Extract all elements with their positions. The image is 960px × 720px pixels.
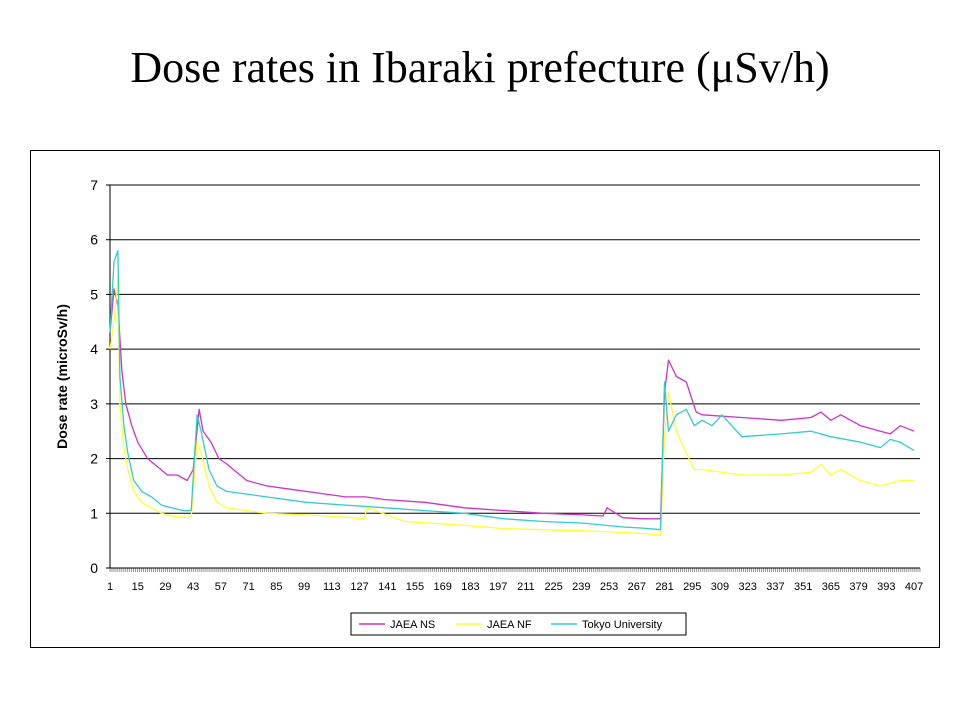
x-tick-label: 323 [739,581,757,593]
x-tick-label: 127 [350,581,368,593]
x-tick-label: 211 [517,581,535,593]
x-tick-label: 43 [187,581,199,593]
x-tick-label: 351 [794,581,812,593]
y-tick-label: 3 [90,396,98,412]
x-tick-label: 71 [243,581,255,593]
x-tick-label: 197 [489,581,507,593]
y-tick-label: 6 [90,232,98,248]
x-tick-label: 99 [298,581,310,593]
slide-title: Dose rates in Ibaraki prefecture (μSv/h) [130,43,830,92]
x-tick-label: 15 [132,581,144,593]
x-tick-label: 155 [406,581,424,593]
x-tick-label: 309 [711,581,729,593]
x-tick-label: 393 [877,581,895,593]
x-tick-label: 281 [655,581,673,593]
x-tick-label: 267 [628,581,646,593]
x-tick-label: 183 [461,581,479,593]
legend [350,612,687,636]
x-tick-label: 295 [683,581,701,593]
x-tick-label: 253 [600,581,618,593]
x-tick-label: 365 [822,581,840,593]
x-tick-label: 407 [905,581,923,593]
x-tick-label: 1 [107,581,113,593]
x-tick-label: 29 [159,581,171,593]
x-tick-label: 141 [378,581,396,593]
series-line-2 [109,277,915,536]
x-tick-label: 169 [434,581,452,593]
x-tick-label: 379 [849,581,867,593]
y-tick-label: 4 [90,341,98,357]
legend-label: JAEA NS [390,619,435,631]
x-tick-label: 57 [215,581,227,593]
x-tick-label: 113 [323,581,341,593]
y-tick-label: 2 [90,451,98,467]
series-line-3 [109,250,915,531]
x-tick-label: 337 [766,581,784,593]
y-tick-label: 0 [90,560,98,576]
y-tick-label: 1 [90,505,98,521]
x-tick-label: 225 [544,581,562,593]
x-tick-label: 85 [270,581,282,593]
x-tick-label: 239 [572,581,590,593]
y-tick-label: 5 [90,286,98,302]
chart-frame: 0 1 2 3 4 5 6 7 1 15 29 43 57 71 85 99 113 127 141 155 169 18… [30,150,940,648]
legend-label: JAEA NF [487,619,532,631]
legend-label: Tokyo University [582,619,663,631]
y-axis-label: Dose rate (microSv/h) [54,304,70,449]
y-tick-label: 7 [90,177,98,193]
series-line-1 [109,288,915,520]
